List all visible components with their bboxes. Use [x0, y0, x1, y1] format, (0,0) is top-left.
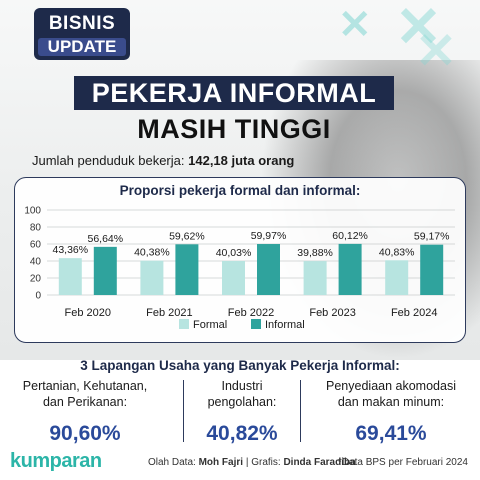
divider: [300, 380, 301, 442]
x-tick-label: Feb 2022: [228, 307, 274, 319]
divider: [183, 380, 184, 442]
sector-value: 40,82%: [206, 422, 278, 445]
y-tick-label: 20: [30, 274, 42, 285]
page-title-line1: PEKERJA INFORMAL: [74, 76, 394, 110]
employed-label: Jumlah penduduk bekerja:: [32, 153, 185, 168]
bisnis-update-badge: BISNIS UPDATE: [34, 8, 130, 60]
data-label: 59,97%: [251, 230, 287, 242]
graphic-author: Dinda Faradiba: [283, 457, 356, 468]
decorative-x-icon: ✕: [415, 23, 457, 79]
legend-label: Informal: [265, 319, 305, 331]
badge-line2: UPDATE: [38, 38, 126, 56]
data-label: 39,88%: [297, 247, 333, 259]
sector-label-line1: Penyediaan akomodasi: [326, 379, 456, 393]
sector-value: 69,41%: [355, 422, 427, 445]
decorative-x-icon: ✕: [395, 0, 442, 58]
data-label: 56,64%: [87, 233, 123, 245]
source-note: *Data BPS per Februari 2024: [337, 457, 468, 468]
data-label: 59,17%: [414, 231, 450, 243]
bar-chart: 0 20 40 60 80 100 43,36%56,64% Feb 2020 40,38% 59…: [24, 206, 455, 331]
formal-bar: [222, 260, 245, 295]
legend-swatch: [251, 319, 261, 329]
y-tick-label: 100: [24, 206, 41, 217]
formal-bar: [140, 260, 164, 295]
formal-bar: [303, 261, 327, 295]
footer: kumparan Olah Data: Moh Fajri | Grafis: …: [0, 450, 480, 476]
sector-label-line1: Pertanian, Kehutanan,: [22, 379, 148, 393]
data-label: 40,03%: [216, 247, 252, 259]
informal-bar: [338, 243, 362, 295]
data-label: 43,36%: [52, 244, 88, 256]
legend-swatch: [179, 319, 189, 329]
formal-bar: [58, 258, 82, 295]
data-label: 59,62%: [169, 230, 205, 242]
decorative-x-icon: ✕: [338, 3, 372, 47]
informal-bar: [257, 244, 280, 295]
employed-value: 142,18 juta orang: [188, 153, 295, 168]
informal-bar: [420, 244, 444, 295]
page-title-line2: MASIH TINGGI: [137, 114, 331, 144]
informal-bar: [175, 244, 199, 295]
sector-label-line2: dan makan minum:: [337, 395, 445, 409]
sector-accommodation: Penyediaan akomodasi dan makan minum: 69…: [304, 378, 478, 445]
sector-label-line2: dan Perikanan:: [42, 395, 128, 409]
employed-population: Jumlah penduduk bekerja: 142,18 juta ora…: [32, 153, 294, 168]
data-author: Moh Fajri: [198, 457, 244, 468]
data-label: 40,38%: [134, 247, 170, 259]
sector-value: 90,60%: [49, 422, 121, 445]
x-tick-label: Feb 2021: [146, 307, 192, 319]
data-label: 60,12%: [332, 230, 368, 242]
graphic-label: | Grafis:: [245, 457, 281, 468]
data-label: 40,83%: [379, 246, 415, 258]
y-tick-label: 0: [35, 291, 41, 302]
sector-label-line2: pengolahan:: [207, 395, 277, 409]
badge-line1: BISNIS: [48, 13, 116, 34]
credits: Olah Data: Moh Fajri | Grafis: Dinda Far…: [148, 457, 356, 468]
y-tick-label: 60: [30, 240, 42, 251]
chart-card: Proporsi pekerja formal dan informal: 0 2…: [14, 177, 466, 343]
y-tick-label: 80: [30, 223, 42, 234]
x-tick-label: Feb 2024: [391, 307, 437, 319]
formal-bar: [385, 260, 409, 295]
kumparan-logo: kumparan: [10, 450, 102, 472]
legend-label: Formal: [193, 319, 227, 331]
x-tick-label: Feb 2023: [309, 307, 355, 319]
chart-title: Proporsi pekerja formal dan informal:: [119, 183, 361, 198]
sector-label-line1: Industri: [221, 379, 263, 393]
y-tick-label: 40: [30, 257, 42, 268]
sectors-title: 3 Lapangan Usaha yang Banyak Pekerja Inf…: [80, 358, 400, 373]
sector-manufacturing: Industri pengolahan: 40,82%: [190, 378, 294, 445]
data-label: Olah Data:: [148, 457, 196, 468]
x-tick-label: Feb 2020: [65, 307, 111, 319]
sector-agriculture: Pertanian, Kehutanan, dan Perikanan: 90,…: [6, 378, 164, 445]
informal-bar: [93, 246, 117, 295]
